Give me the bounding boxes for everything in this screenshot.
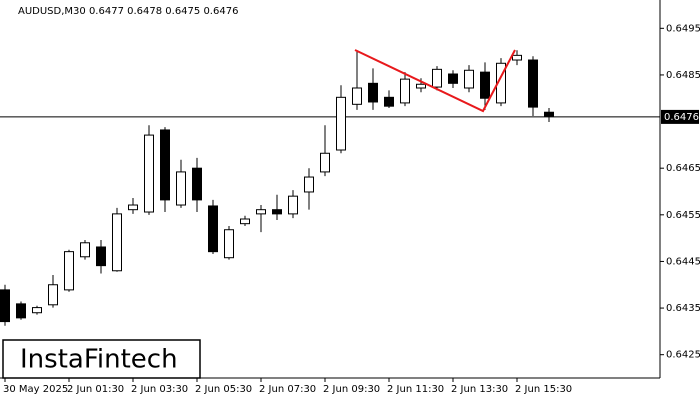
candle-body: [160, 129, 170, 201]
y-tick-label: 0.6485: [666, 70, 700, 81]
chart-title: AUDUSD,M30 0.6477 0.6478 0.6475 0.6476: [18, 6, 238, 17]
candle-body: [528, 59, 538, 108]
candle-body: [432, 68, 442, 88]
last-price-box: [661, 109, 699, 124]
candle-body: [272, 209, 282, 215]
x-tick-label: 2 Jun 13:30: [451, 384, 508, 395]
y-tick-label: 0.6425: [666, 350, 700, 361]
candle-body: [176, 171, 186, 206]
candle-body: [448, 73, 458, 84]
candle-body: [480, 71, 490, 99]
candle-body: [64, 251, 74, 291]
x-tick-label: 2 Jun 11:30: [387, 384, 444, 395]
candle-body: [80, 242, 90, 258]
x-tick-label: 2 Jun 05:30: [195, 384, 252, 395]
candle-body: [112, 213, 122, 272]
y-tick-label: 0.6495: [666, 23, 700, 34]
x-tick-label: 2 Jun 15:30: [515, 384, 572, 395]
candle-body: [368, 82, 378, 103]
logo: InstaFintech: [20, 345, 178, 375]
last-price-label: 0.6476: [664, 112, 699, 123]
candle-body: [496, 62, 506, 104]
candle-body: [48, 284, 58, 306]
x-tick-label: 2 Jun 01:30: [67, 384, 124, 395]
candle-body: [256, 209, 266, 215]
candle-body: [464, 69, 474, 89]
candle-body: [128, 204, 138, 211]
candle-body: [336, 96, 346, 151]
candle-body: [96, 246, 106, 267]
candle-body: [240, 218, 250, 225]
pattern-line: [354, 49, 516, 113]
x-tick-label: 2 Jun 03:30: [131, 384, 188, 395]
candle-body: [208, 205, 218, 253]
candle-body: [352, 87, 362, 105]
y-tick-label: 0.6465: [666, 163, 700, 174]
candle-body: [192, 167, 202, 201]
candle-body: [304, 176, 314, 193]
candle-body: [224, 229, 234, 259]
candle-body: [16, 303, 26, 319]
candle-body: [0, 289, 10, 323]
candle-body: [512, 54, 522, 61]
y-tick-label: 0.6435: [666, 303, 700, 314]
candle-body: [544, 111, 554, 117]
candle-body: [288, 195, 298, 215]
candle-body: [320, 152, 330, 173]
candle-body: [32, 307, 42, 314]
x-tick-label: 30 May 2025: [3, 384, 68, 395]
candle-body: [400, 78, 410, 104]
x-tick-label: 2 Jun 07:30: [259, 384, 316, 395]
candle-body: [416, 83, 426, 89]
candle-body: [384, 96, 394, 107]
y-tick-label: 0.6455: [666, 210, 700, 221]
plot: 0.6425 0.6435 0.6445 0.6455 0.6465 0.6485 0.64…: [0, 23, 700, 395]
y-tick-label: 0.6445: [666, 256, 700, 267]
candle-body: [144, 134, 154, 213]
x-tick-label: 2 Jun 09:30: [323, 384, 380, 395]
logo-box: [2, 339, 201, 379]
